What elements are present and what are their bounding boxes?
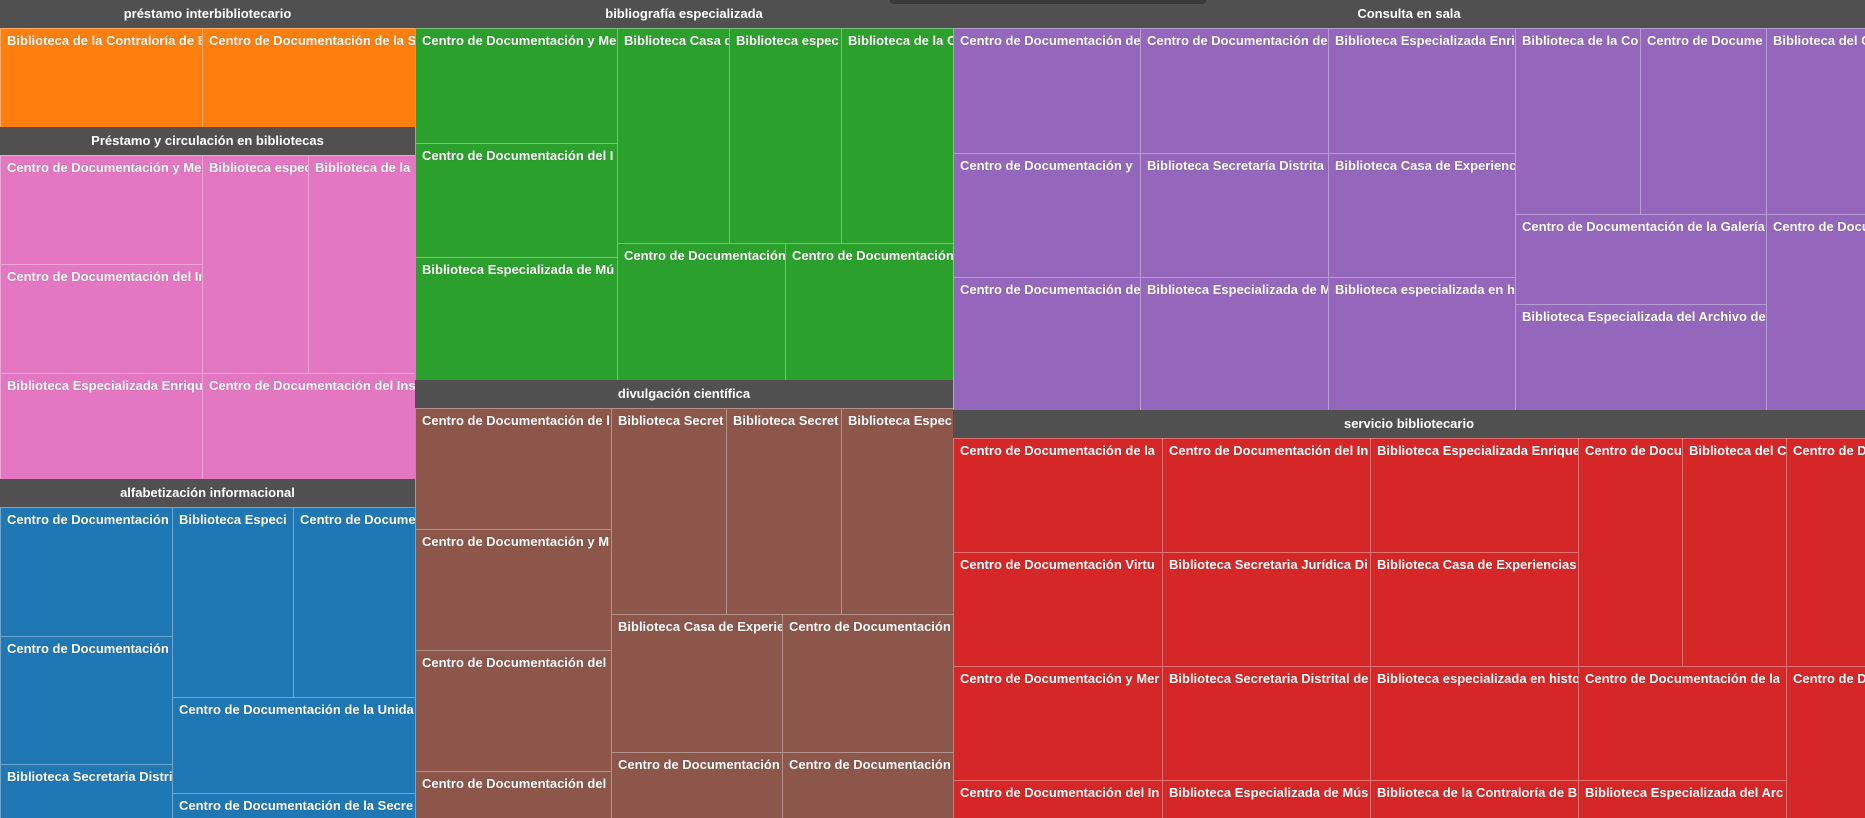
treemap-tile[interactable]: Centro de Documentación y Mem	[0, 155, 202, 264]
treemap-tile[interactable]: Centro de Documentación de	[953, 277, 1140, 410]
treemap-tile[interactable]: Biblioteca Especi	[172, 507, 293, 697]
treemap-tile[interactable]: Biblioteca Especializada del Archivo de	[1515, 304, 1766, 410]
treemap-tile[interactable]: Centro de D	[1786, 438, 1865, 666]
treemap-tile[interactable]: Biblioteca Secretaria Distrital de	[1162, 666, 1370, 780]
treemap-tile[interactable]: Centro de Docume	[1640, 28, 1766, 214]
treemap-tile[interactable]: Centro de Documentación del	[415, 650, 611, 771]
treemap-tile[interactable]: Biblioteca Especializada Enrique	[0, 373, 202, 479]
treemap-tile[interactable]: Biblioteca del C	[1766, 28, 1865, 214]
treemap-tile[interactable]: Centro de Documentación del Ins	[0, 264, 202, 373]
treemap-tile[interactable]: Centro de Documentación del I	[415, 143, 617, 257]
group-header-consulta-en-sala[interactable]: Consulta en sala	[953, 0, 1865, 28]
treemap-tile[interactable]: Centro de Documentación de	[953, 28, 1140, 153]
treemap-tile[interactable]: Biblioteca Especializada de Mús	[1162, 780, 1370, 818]
toolbar-handle[interactable]	[890, 0, 1206, 4]
treemap-tile[interactable]: Centro de Documentación y Mer	[953, 666, 1162, 780]
treemap-tile[interactable]: Biblioteca de la	[308, 155, 415, 373]
treemap-tile[interactable]: Biblioteca Especializada del Arc	[1578, 780, 1786, 818]
treemap-tile[interactable]: Centro de Documentación d	[0, 636, 172, 764]
treemap-tile[interactable]: Biblioteca Secretaria Distrita	[0, 764, 172, 818]
treemap-tile[interactable]: Centro de Documentación	[785, 243, 953, 380]
treemap-tile[interactable]: Centro de Documentación de la S	[202, 28, 415, 127]
treemap-tile[interactable]: Biblioteca Especializada de Mú	[415, 257, 617, 380]
treemap-tile[interactable]: Centro de Documentación de la Unida	[172, 697, 415, 793]
treemap-tile[interactable]: Biblioteca Secret	[726, 408, 841, 614]
treemap-tile[interactable]: Centro de Documentación del	[415, 771, 611, 818]
treemap-tile[interactable]: Biblioteca espec	[202, 155, 308, 373]
treemap-tile[interactable]: Centro de Documentación de la	[1578, 666, 1786, 780]
treemap-tile[interactable]: Biblioteca espec	[729, 28, 841, 243]
treemap-tile[interactable]: Centro de Documentación del In	[1162, 438, 1370, 552]
treemap-tile[interactable]: Biblioteca Casa d	[617, 28, 729, 243]
treemap-tile[interactable]: Centro de Documentación	[782, 614, 953, 752]
group-header-bibliografia-especializada[interactable]: bibliografía especializada	[415, 0, 953, 28]
treemap-tile[interactable]: Biblioteca Casa de Experie	[611, 614, 782, 752]
treemap-tile[interactable]: Biblioteca especializada en histo	[1370, 666, 1578, 780]
treemap-tile[interactable]: Biblioteca Secretaria Jurídica Di	[1162, 552, 1370, 666]
treemap-tile[interactable]: Biblioteca Especializada Enri	[1328, 28, 1515, 153]
treemap-tile[interactable]: Centro de Documentación de la	[953, 438, 1162, 552]
treemap-tile[interactable]: Centro de Documentación	[782, 752, 953, 818]
treemap-tile[interactable]: Centro de Documentación del In	[953, 780, 1162, 818]
treemap-tile[interactable]: Biblioteca Especializada Enrique	[1370, 438, 1578, 552]
treemap-tile[interactable]: Centro de Documentación	[617, 243, 785, 380]
treemap-tile[interactable]: Biblioteca Casa de Experienc	[1328, 153, 1515, 277]
treemap-tile[interactable]: Biblioteca Secretaría Distrita	[1140, 153, 1328, 277]
group-header-prestamo-y-circulacion-en-bibliotecas[interactable]: Préstamo y circulación en bibliotecas	[0, 127, 415, 155]
treemap-tile[interactable]: Centro de Documentación y Me	[415, 28, 617, 143]
treemap-tile[interactable]: Biblioteca Casa de Experiencias	[1370, 552, 1578, 666]
treemap-tile[interactable]: Biblioteca de la C	[841, 28, 953, 243]
treemap-tile[interactable]: Centro de Docume	[293, 507, 415, 697]
treemap-tile[interactable]: Biblioteca Espec	[841, 408, 953, 614]
treemap-tile[interactable]: Biblioteca Especializada de M	[1140, 277, 1328, 410]
treemap-tile[interactable]: Biblioteca de la Co	[1515, 28, 1640, 214]
treemap-tile[interactable]: Centro de Documentación y M	[415, 529, 611, 650]
group-header-servicio-bibliotecario[interactable]: servicio bibliotecario	[953, 410, 1865, 438]
treemap-tile[interactable]: Biblioteca de la Contraloría de Bo	[0, 28, 202, 127]
treemap-tile[interactable]: Centro de Documentación de	[1140, 28, 1328, 153]
treemap-tile[interactable]: Centro de Documentación del Ins	[202, 373, 415, 479]
group-header-prestamo-interbibliotecario[interactable]: préstamo interbibliotecario	[0, 0, 415, 28]
treemap-tile[interactable]: Centro de D	[1786, 666, 1865, 818]
treemap-tile[interactable]: Centro de Documentación y	[953, 153, 1140, 277]
treemap-tile[interactable]: Centro de Documentación de l	[415, 408, 611, 529]
treemap-tile[interactable]: Biblioteca de la Contraloría de B	[1370, 780, 1578, 818]
treemap-tile[interactable]: Centro de Documentación de la Galería	[1515, 214, 1766, 304]
group-header-alfabetizacion-informacional[interactable]: alfabetización informacional	[0, 479, 415, 507]
treemap-tile[interactable]: Centro de Docu	[1766, 214, 1865, 410]
treemap-tile[interactable]: Centro de Docu	[1578, 438, 1682, 666]
group-header-divulgacion-cientifica[interactable]: divulgación científica	[415, 380, 953, 408]
treemap-tile[interactable]: Biblioteca Secret	[611, 408, 726, 614]
treemap-tile[interactable]: Biblioteca especializada en h	[1328, 277, 1515, 410]
treemap-tile[interactable]: Centro de Documentación Virtu	[953, 552, 1162, 666]
treemap-tile[interactable]: Centro de Documentación de la Secre	[172, 793, 415, 818]
treemap-tile[interactable]: Centro de Documentación	[611, 752, 782, 818]
treemap-tile[interactable]: Biblioteca del C	[1682, 438, 1786, 666]
treemap-tile[interactable]: Centro de Documentación d	[0, 507, 172, 636]
